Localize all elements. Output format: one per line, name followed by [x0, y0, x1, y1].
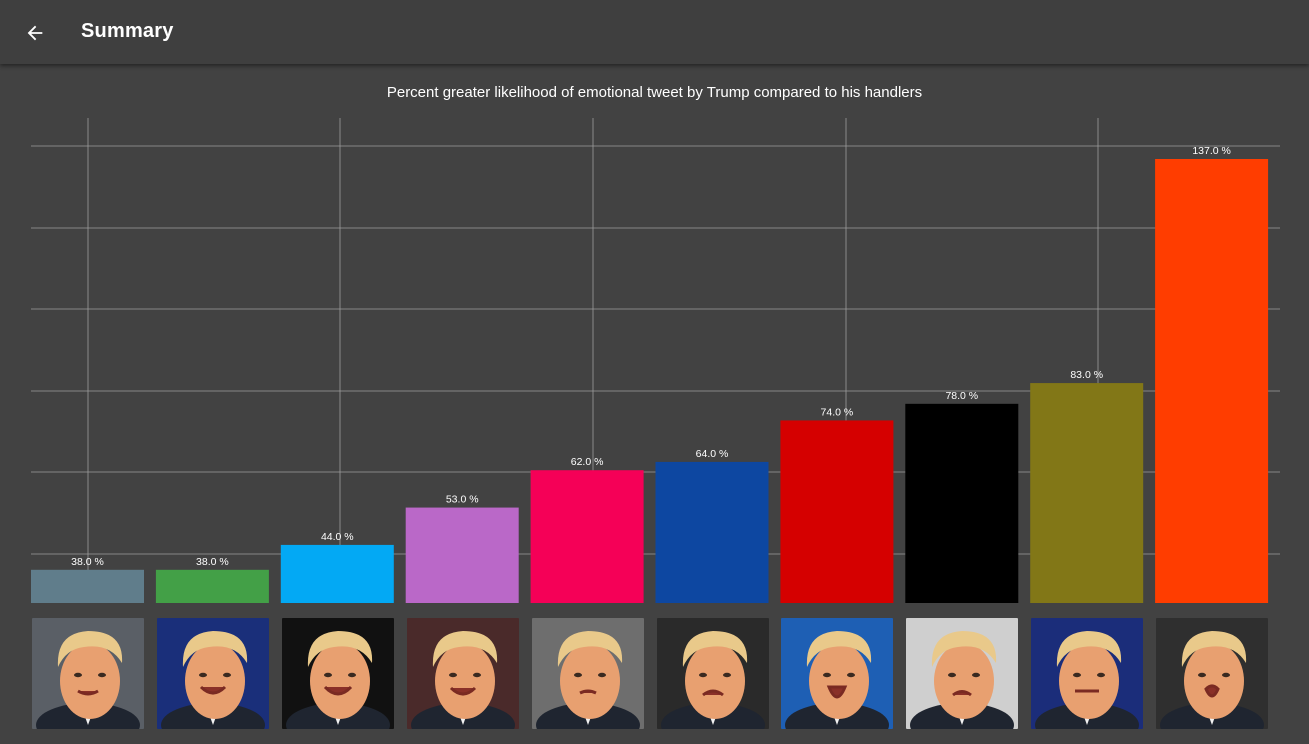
trump-frowning-face-icon: [656, 618, 769, 729]
trump-smiling-face-icon: [156, 618, 269, 729]
trump-pouting-face-icon: [906, 618, 1019, 729]
bar-value-label: 62.0 %: [571, 456, 604, 468]
trump-happy-face-icon: [406, 618, 519, 729]
bar-value-label: 78.0 %: [945, 390, 978, 402]
bar[interactable]: [405, 507, 519, 603]
trump-shouting-face-icon: [781, 618, 894, 729]
arrow-left-icon: [27, 25, 43, 41]
bar-value-label: 64.0 %: [696, 448, 729, 460]
trump-surprised-face-icon: [1156, 618, 1269, 729]
bar[interactable]: [31, 569, 144, 603]
bar[interactable]: [780, 420, 894, 603]
bar-value-label: 38.0 %: [196, 556, 229, 568]
trump-pointing-face-icon: [32, 618, 144, 729]
bar[interactable]: [155, 569, 269, 603]
bar-value-label: 44.0 %: [321, 531, 354, 543]
bar-value-label: 83.0 %: [1070, 369, 1103, 381]
bar[interactable]: [905, 403, 1019, 603]
bar[interactable]: [1155, 159, 1269, 603]
bar-value-label: 74.0 %: [821, 406, 854, 418]
bar[interactable]: [655, 461, 769, 603]
app-bar: Summary: [0, 0, 1309, 64]
trump-grimacing-face-icon: [1031, 618, 1144, 729]
bar-value-label: 137.0 %: [1192, 145, 1231, 157]
chart-title: Percent greater likelihood of emotional …: [386, 84, 923, 101]
bar-value-label: 38.0 %: [71, 556, 104, 568]
bar-layer: [31, 159, 1269, 603]
bar[interactable]: [1030, 383, 1144, 603]
trump-grinning-face-icon: [281, 618, 394, 729]
page-title: Summary: [81, 20, 174, 42]
bar-value-label: 53.0 %: [446, 494, 479, 506]
trump-speaking-face-icon: [531, 618, 644, 729]
bar[interactable]: [530, 470, 644, 603]
bar[interactable]: [280, 544, 394, 603]
label-layer: 38.0 % 38.0 % 44.0 % 53.0 % 62.0 % 64.0 % 74.0…: [71, 145, 1231, 568]
back-button[interactable]: [14, 12, 56, 54]
